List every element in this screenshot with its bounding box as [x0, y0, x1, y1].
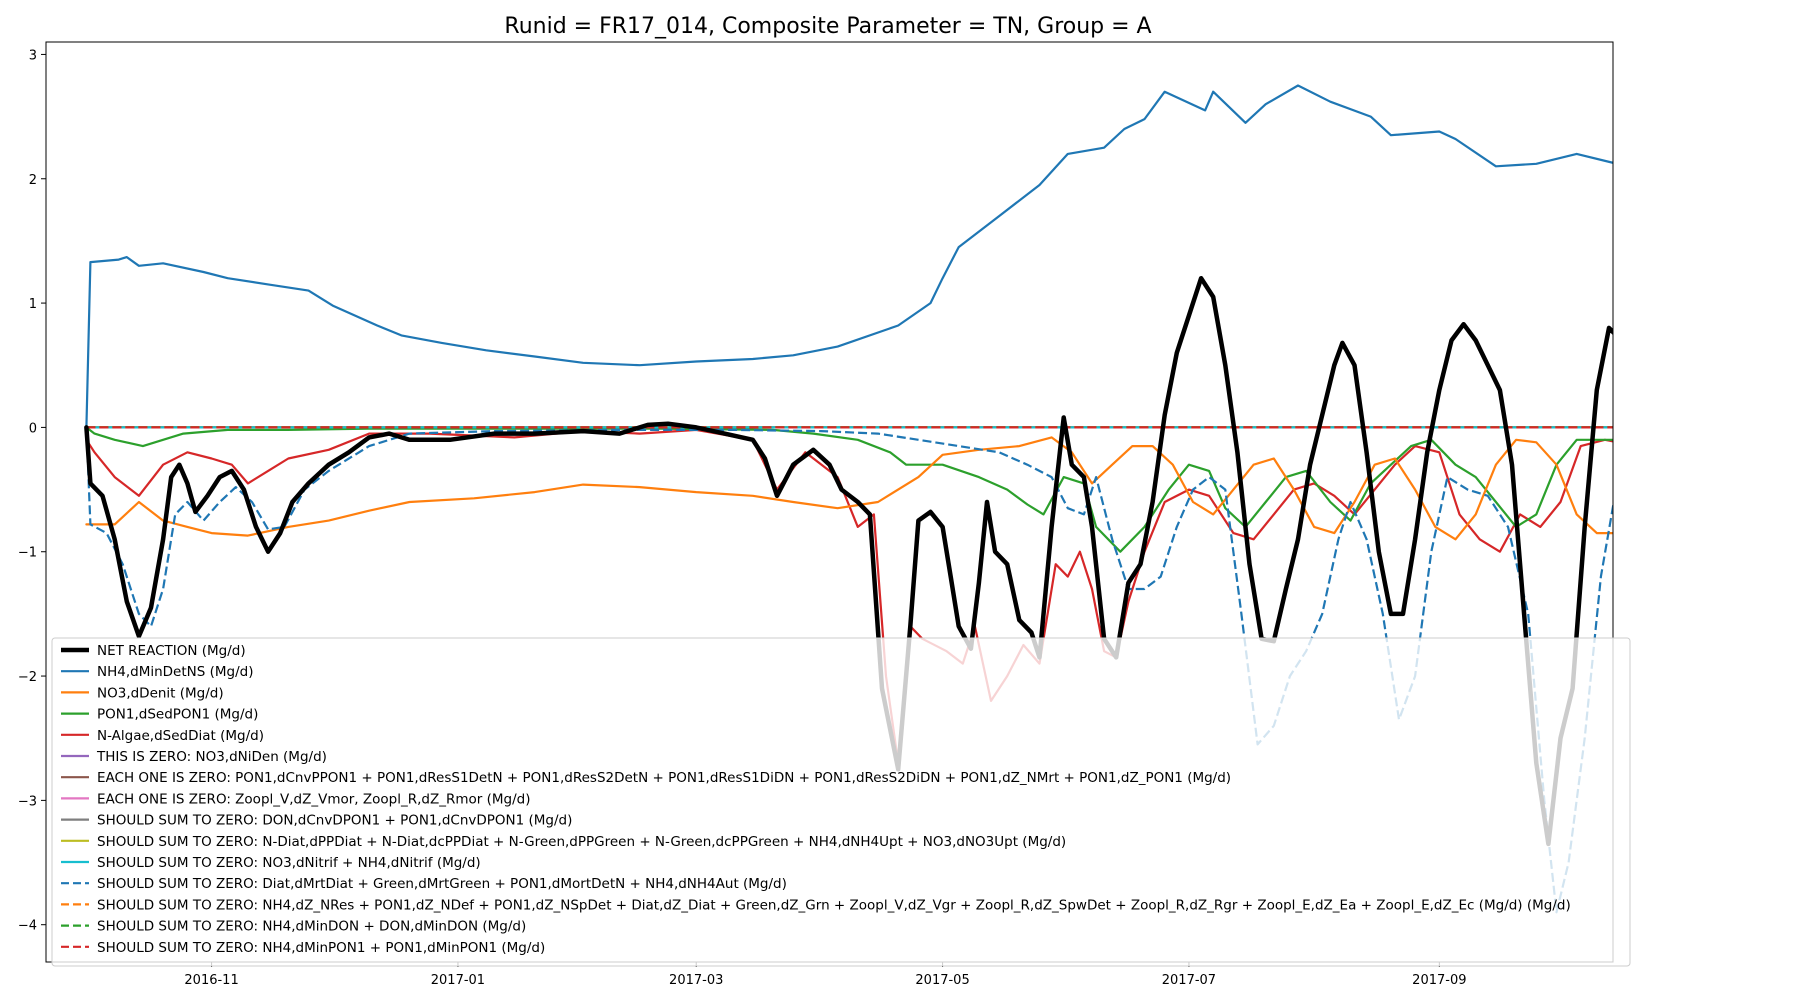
- legend-label: N-Algae,dSedDiat (Mg/d): [97, 728, 264, 744]
- series-line-1: [84, 275, 1613, 847]
- legend-label: SHOULD SUM TO ZERO: NO3,dNitrif + NH4,dN…: [97, 855, 481, 871]
- legend-label: SHOULD SUM TO ZERO: DON,dCnvDPON1 + PON1…: [97, 813, 572, 829]
- legend-label: EACH ONE IS ZERO: PON1,dCnvPPON1 + PON1,…: [97, 770, 1231, 786]
- legend-label: SHOULD SUM TO ZERO: Diat,dMrtDiat + Gree…: [97, 876, 787, 892]
- y-tick-label: 2: [29, 173, 37, 188]
- legend-label: NO3,dDenit (Mg/d): [97, 685, 224, 701]
- series-line-4: [85, 426, 1613, 553]
- legend-label: SHOULD SUM TO ZERO: NH4,dZ_NRes + PON1,d…: [97, 897, 1571, 913]
- axes-layer: 3 2 1 0 −1 −2 −3 −4 2016-11 2017-01 2017-03 2017-05…: [18, 41, 1614, 988]
- y-tick-label: 0: [29, 421, 37, 436]
- legend-label: PON1,dSedPON1 (Mg/d): [97, 707, 258, 723]
- y-tick-label: 3: [29, 48, 37, 63]
- chart-title: Runid = FR17_014, Composite Parameter = …: [504, 14, 1151, 39]
- legend-label: EACH ONE IS ZERO: Zoopl_V,dZ_Vmor, Zoopl…: [97, 791, 530, 807]
- x-tick-label: 2017-05: [915, 973, 969, 988]
- y-tick-label: −1: [18, 546, 37, 561]
- y-tick-label: 1: [29, 297, 37, 312]
- legend-label: THIS IS ZERO: NO3,dNiDen (Mg/d): [96, 749, 327, 765]
- series-line-3: [85, 436, 1613, 541]
- legend-box: [51, 637, 1631, 967]
- x-tick-label: 2017-03: [669, 973, 723, 988]
- y-tick-label: −2: [18, 670, 37, 685]
- series-layer: [84, 84, 1613, 914]
- x-tick-label: 2017-07: [1162, 973, 1216, 988]
- series-line-2: [85, 84, 1613, 429]
- legend: NET REACTION (Mg/d) NH4,dMinDetNS (Mg/d) N…: [51, 637, 1631, 967]
- y-tick-label: −4: [18, 919, 37, 934]
- legend-label: NET REACTION (Mg/d): [97, 643, 246, 659]
- x-tick-label: 2017-09: [1412, 973, 1466, 988]
- legend-label: NH4,dMinDetNS (Mg/d): [97, 664, 253, 680]
- legend-label: SHOULD SUM TO ZERO: NH4,dMinDON + DON,dM…: [97, 919, 526, 935]
- legend-label: SHOULD SUM TO ZERO: N-Diat,dPPDiat + N-D…: [97, 834, 1066, 850]
- x-tick-label: 2016-11: [184, 973, 238, 988]
- legend-label: SHOULD SUM TO ZERO: NH4,dMinPON1 + PON1,…: [97, 940, 545, 956]
- x-tick-label: 2017-01: [431, 973, 485, 988]
- y-tick-label: −3: [18, 794, 37, 809]
